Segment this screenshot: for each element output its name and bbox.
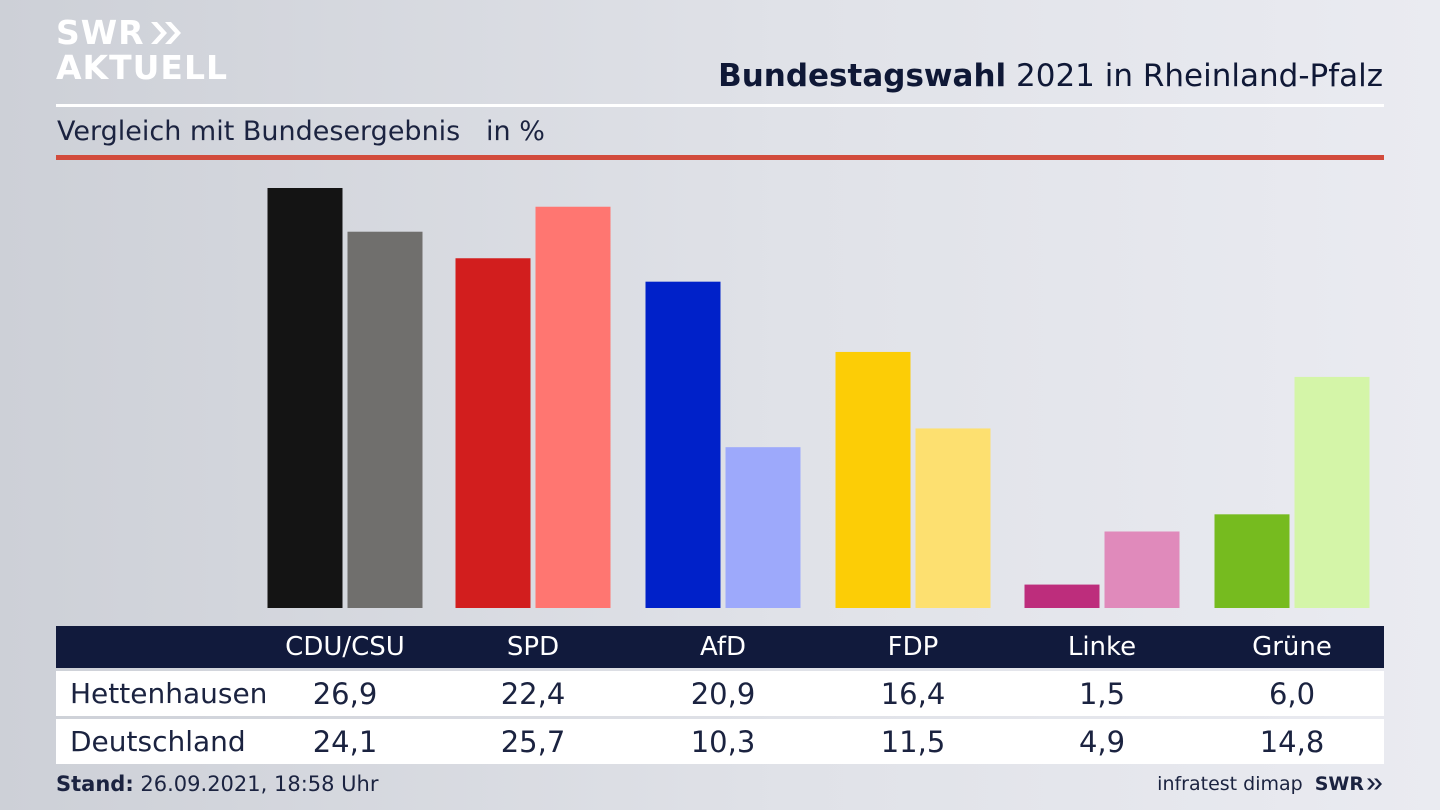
bar-gr-ne-deutschland [1294,376,1370,608]
table-cell: 4,9 [1078,724,1126,759]
row-label: Deutschland [70,725,246,758]
table-row-deutschland: Deutschland 24,1 25,7 10,3 11,5 4,9 14,8 [56,719,1384,764]
title-divider [56,104,1384,107]
logo-aktuell-text: AKTUELL [56,48,229,87]
table-header: CDU/CSU SPD AfD FDP Linke Grüne [56,626,1384,668]
row-label: Hettenhausen [70,677,268,710]
stand-value: 26.09.2021, 18:58 Uhr [133,772,379,796]
table-cell: 22,4 [500,676,566,711]
chart-subtitle: Vergleich mit Bundesergebnis in % [57,116,545,147]
column-header: AfD [699,632,747,662]
table-cell: 6,0 [1268,676,1316,711]
accent-rule [56,155,1384,160]
table-cell: 20,9 [690,676,756,711]
bar-spd-hettenhausen [455,258,531,608]
bar-spd-deutschland [535,206,611,608]
column-header: Grüne [1252,632,1332,662]
logo-swr-text: SWR [56,13,145,52]
bar-afd-deutschland [725,447,801,608]
column-header: FDP [887,632,939,662]
bar-fdp-deutschland [915,428,991,608]
column-header: SPD [506,632,560,662]
table-cell: 16,4 [880,676,946,711]
footer-swr-logo: SWR [1315,773,1384,795]
table-cell: 11,5 [880,724,946,759]
title-rest: 2021 in Rheinland-Pfalz [1006,58,1383,94]
source-text: infratest dimap [1157,773,1303,795]
title-bold: Bundestagswahl [718,58,1007,94]
bar-afd-hettenhausen [645,281,721,608]
bar-linke-hettenhausen [1024,584,1100,608]
double-chevron-right-icon [150,21,181,44]
bar-cdu-csu-hettenhausen [267,188,343,608]
page-title: Bundestagswahl 2021 in Rheinland-Pfalz [718,58,1383,94]
table-cell: 24,1 [312,724,378,759]
column-header: CDU/CSU [285,632,405,662]
table-row-hettenhausen: Hettenhausen 26,9 22,4 20,9 16,4 1,5 6,0 [56,671,1384,716]
table-cell: 14,8 [1259,724,1325,759]
column-header: Linke [1067,632,1137,662]
bar-cdu-csu-deutschland [347,231,423,608]
footer-swr-text: SWR [1314,773,1364,795]
bar-gr-ne-hettenhausen [1214,514,1290,608]
swr-aktuell-logo: SWR AKTUELL [56,16,228,84]
source-credit: infratest dimap SWR [1157,773,1384,795]
timestamp: Stand: 26.09.2021, 18:58 Uhr [56,772,379,796]
stand-label: Stand: [56,772,134,796]
bar-fdp-hettenhausen [835,351,911,608]
table-cell: 25,7 [500,724,566,759]
table-cell: 26,9 [312,676,378,711]
double-chevron-right-icon [1367,778,1382,790]
table-cell: 1,5 [1078,676,1126,711]
bar-linke-deutschland [1104,531,1180,608]
table-cell: 10,3 [690,724,756,759]
results-table: CDU/CSU SPD AfD FDP Linke Grüne Hettenhausen 2… [56,626,1384,764]
